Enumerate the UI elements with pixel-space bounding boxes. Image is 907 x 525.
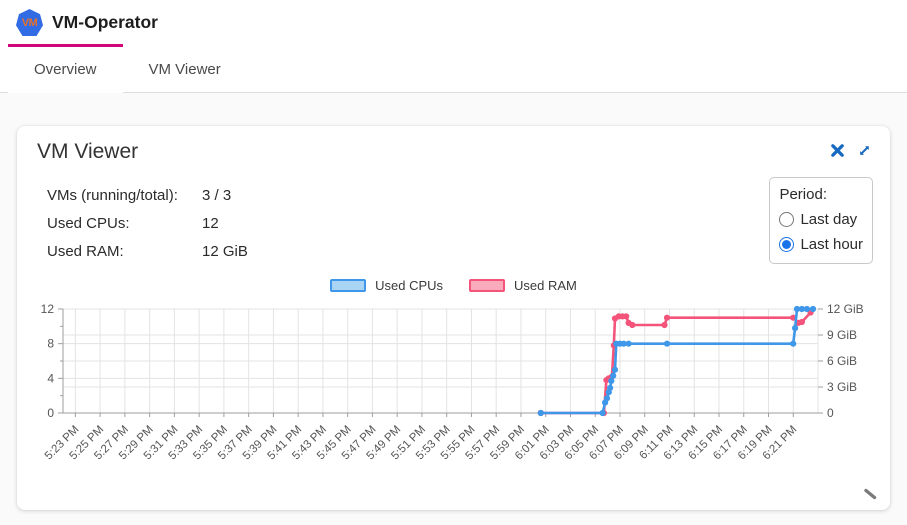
series-line-used-ram <box>539 311 812 415</box>
stat-label: VMs (running/total): <box>47 186 178 204</box>
data-point <box>607 384 614 391</box>
data-point <box>798 305 806 313</box>
data-point <box>792 325 799 332</box>
stat-row: Used CPUs: 12 <box>47 209 248 237</box>
data-point <box>620 340 627 347</box>
legend-item-used-cpus[interactable]: Used CPUs <box>330 278 443 293</box>
legend-swatch-icon <box>469 279 506 292</box>
data-point <box>803 305 811 313</box>
y-right-tick-label: 3 GiB <box>827 380 857 394</box>
period-option-last-hour[interactable]: Last hour <box>779 236 863 253</box>
legend-item-used-ram[interactable]: Used RAM <box>469 278 577 293</box>
y-left-tick-label: 8 <box>47 337 54 351</box>
data-point <box>629 321 636 329</box>
data-point <box>610 372 617 379</box>
stat-value: 3 / 3 <box>202 186 232 204</box>
data-point <box>608 377 615 384</box>
data-point <box>793 305 801 313</box>
legend-swatch-icon <box>330 279 367 292</box>
resize-handle-icon[interactable] <box>862 486 878 502</box>
stat-row: VMs (running/total): 3 / 3 <box>47 181 248 209</box>
data-point <box>798 318 806 326</box>
close-icon[interactable] <box>830 143 845 158</box>
period-group: Period: Last day Last hour <box>769 177 873 264</box>
usage-chart: 5:23 PM5:25 PM5:27 PM5:29 PM5:31 PM5:33 … <box>41 302 864 462</box>
data-point <box>623 313 630 320</box>
data-point <box>790 340 797 347</box>
y-right-tick-label: 12 GiB <box>827 302 864 316</box>
tab-overview[interactable]: Overview <box>8 44 123 92</box>
period-option-label: Last day <box>800 211 858 228</box>
data-point <box>625 340 632 347</box>
stat-value: 12 GiB <box>202 242 248 260</box>
data-point <box>809 305 817 313</box>
period-option-last-day[interactable]: Last day <box>779 211 863 228</box>
panel-title: VM Viewer <box>37 140 139 163</box>
y-right-tick-label: 0 <box>827 406 834 420</box>
panel-actions <box>830 143 872 158</box>
vm-viewer-panel: VM Viewer VMs (running/total): 3 / 3 Used … <box>17 126 890 510</box>
data-point <box>537 409 544 417</box>
y-right-tick-label: 6 GiB <box>827 354 857 368</box>
page-content: VM Viewer VMs (running/total): 3 / 3 Used … <box>0 93 907 525</box>
period-label: Period: <box>779 186 827 203</box>
data-point <box>663 314 671 321</box>
y-right-tick-label: 9 GiB <box>827 328 857 342</box>
expand-icon[interactable] <box>857 143 872 158</box>
tab-bar: Overview VM Viewer <box>0 44 907 93</box>
radio-last-hour[interactable] <box>779 237 795 252</box>
data-point <box>599 409 606 417</box>
y-left-tick-label: 0 <box>47 406 54 420</box>
app-title: VM-Operator <box>52 12 158 32</box>
y-left-tick-label: 12 <box>41 302 55 316</box>
data-point <box>663 340 671 347</box>
radio-last-day[interactable] <box>779 212 795 227</box>
data-point <box>603 395 611 402</box>
app-header: VM VM-Operator <box>0 0 907 44</box>
stats-list: VMs (running/total): 3 / 3 Used CPUs: 12 Use… <box>47 181 870 265</box>
legend-label: Used CPUs <box>375 278 444 293</box>
y-left-tick-label: 4 <box>47 371 54 385</box>
app-logo-icon: VM <box>16 9 43 36</box>
data-point <box>661 321 668 329</box>
period-option-label: Last hour <box>800 236 863 253</box>
stat-label: Used CPUs: <box>47 214 130 232</box>
data-point <box>611 366 619 373</box>
chart-legend: Used CPUs Used RAM <box>17 278 890 293</box>
legend-label: Used RAM <box>514 278 577 293</box>
stat-row: Used RAM: 12 GiB <box>47 237 248 265</box>
stat-value: 12 <box>202 214 219 232</box>
tab-vm-viewer[interactable]: VM Viewer <box>148 61 221 78</box>
app-logo-text: VM <box>21 16 38 29</box>
stat-label: Used RAM: <box>47 242 124 260</box>
